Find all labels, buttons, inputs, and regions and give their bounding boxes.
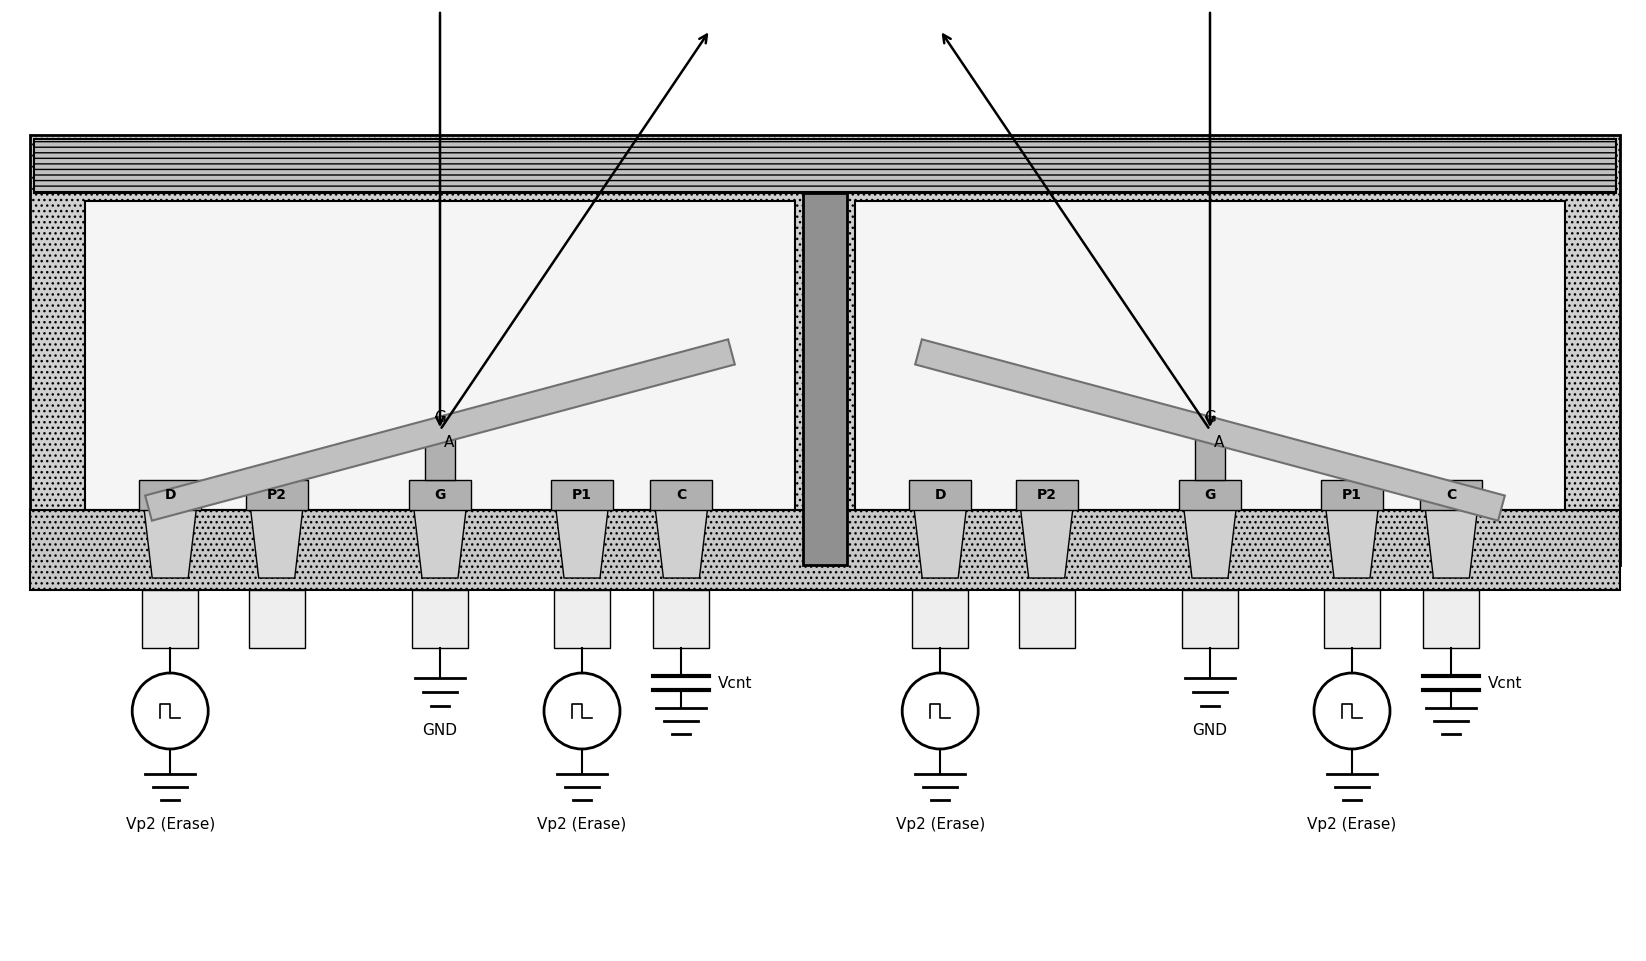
Bar <box>1420 480 1483 510</box>
Bar <box>245 480 308 510</box>
Bar <box>1424 590 1480 648</box>
Polygon shape <box>250 510 303 578</box>
Bar <box>408 480 471 510</box>
Text: C: C <box>1447 488 1457 502</box>
Bar <box>1019 590 1075 648</box>
Polygon shape <box>1021 510 1073 578</box>
Text: GND: GND <box>423 723 458 738</box>
Polygon shape <box>915 339 1504 521</box>
Text: D: D <box>165 488 176 502</box>
Bar <box>854 201 1565 510</box>
Bar <box>249 590 305 648</box>
Text: Vp2 (Erase): Vp2 (Erase) <box>895 817 984 832</box>
Text: A: A <box>444 435 454 450</box>
Bar <box>1195 430 1225 480</box>
Text: A: A <box>1215 435 1225 450</box>
Text: G: G <box>435 410 446 425</box>
Bar <box>30 135 1620 565</box>
Bar <box>551 480 612 510</box>
Bar <box>35 139 1616 193</box>
Polygon shape <box>556 510 607 578</box>
Text: P2: P2 <box>267 488 286 502</box>
Bar <box>425 430 454 480</box>
Bar <box>412 590 467 648</box>
Polygon shape <box>145 339 734 521</box>
Text: G: G <box>435 488 446 502</box>
Text: P2: P2 <box>1037 488 1057 502</box>
Text: D: D <box>935 488 946 502</box>
Bar <box>1179 480 1241 510</box>
Polygon shape <box>914 510 966 578</box>
Text: Vcnt: Vcnt <box>1488 676 1523 691</box>
Bar <box>140 480 201 510</box>
Bar <box>650 480 713 510</box>
Text: GND: GND <box>1192 723 1228 738</box>
Polygon shape <box>655 510 708 578</box>
Bar <box>1016 480 1078 510</box>
Text: P1: P1 <box>1341 488 1361 502</box>
Polygon shape <box>145 510 196 578</box>
Text: C: C <box>677 488 686 502</box>
Bar <box>142 590 198 648</box>
Bar <box>555 590 611 648</box>
Bar <box>1322 480 1383 510</box>
Bar <box>1323 590 1379 648</box>
Polygon shape <box>415 510 466 578</box>
Text: Vp2 (Erase): Vp2 (Erase) <box>125 817 216 832</box>
Text: Vcnt: Vcnt <box>718 676 752 691</box>
Polygon shape <box>1183 510 1236 578</box>
Text: Vp2 (Erase): Vp2 (Erase) <box>537 817 627 832</box>
Text: G: G <box>1205 488 1216 502</box>
Text: P1: P1 <box>573 488 593 502</box>
Bar <box>86 201 795 510</box>
Bar <box>803 193 848 565</box>
Bar <box>912 590 968 648</box>
Bar <box>1182 590 1238 648</box>
Bar <box>30 510 1620 590</box>
Bar <box>653 590 709 648</box>
Polygon shape <box>1327 510 1378 578</box>
Polygon shape <box>1425 510 1478 578</box>
Text: G: G <box>1205 410 1216 425</box>
Bar <box>909 480 971 510</box>
Text: Vp2 (Erase): Vp2 (Erase) <box>1307 817 1396 832</box>
